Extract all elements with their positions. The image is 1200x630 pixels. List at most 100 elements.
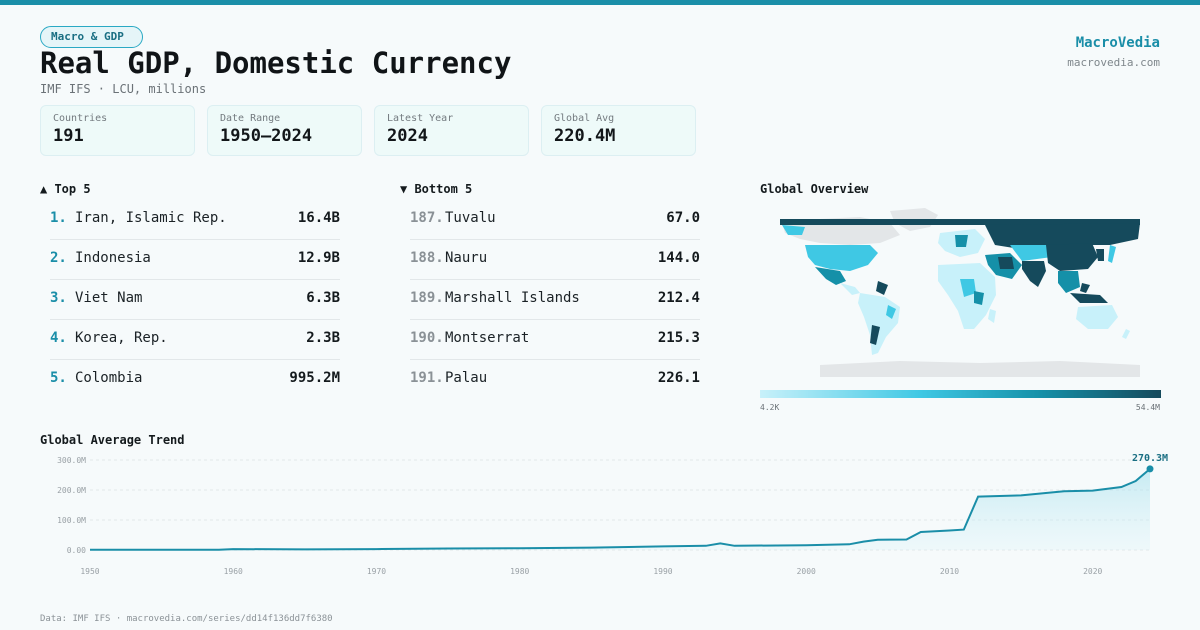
x-tick-label: 1950 (80, 567, 99, 576)
country-name: Tuvalu (445, 209, 496, 226)
rank-number: 4. (50, 329, 67, 346)
stat-label: Date Range (220, 113, 281, 124)
stat-card-global-avg: Global Avg 220.4M (541, 105, 696, 156)
list-item[interactable]: 4. Korea, Rep. 2.3B (50, 320, 340, 360)
stat-card-countries: Countries 191 (40, 105, 195, 156)
stat-label: Latest Year (387, 113, 454, 124)
world-choropleth-map[interactable] (760, 205, 1161, 385)
map-region (1080, 283, 1090, 293)
country-name: Nauru (445, 249, 488, 266)
stat-value: 220.4M (554, 126, 616, 146)
footer-source: Data: IMF IFS · macrovedia.com/series/dd… (40, 614, 333, 624)
country-name: Iran, Islamic Rep. (75, 209, 227, 226)
country-name: Montserrat (445, 329, 530, 346)
map-region (876, 281, 888, 295)
trend-line (90, 468, 1151, 551)
country-name: Korea, Rep. (75, 329, 168, 346)
map-region (782, 225, 805, 235)
rank-number: 189. (410, 289, 444, 306)
country-value: 144.0 (657, 249, 700, 266)
country-value: 67.0 (666, 209, 700, 226)
map-region (1010, 245, 1052, 261)
x-tick-label: 1970 (367, 567, 386, 576)
map-region (858, 293, 900, 355)
map-region (820, 361, 1140, 377)
country-value: 226.1 (657, 370, 700, 386)
country-name: Colombia (75, 370, 143, 386)
stat-value: 1950–2024 (220, 126, 313, 146)
page-title: Real GDP, Domestic Currency (40, 46, 512, 80)
x-tick-label: 2020 (1083, 567, 1102, 576)
world-map-svg (780, 208, 1140, 377)
x-tick-label: 1960 (224, 567, 243, 576)
stat-value: 191 (53, 126, 84, 146)
map-region (840, 283, 860, 295)
bottom5-list: 187. Tuvalu 67.0 188. Nauru 144.0 189. Marsha… (410, 200, 700, 400)
y-tick-label: 200.0M (57, 486, 86, 495)
top5-heading: ▲ Top 5 (40, 182, 91, 196)
list-item[interactable]: 187. Tuvalu 67.0 (410, 200, 700, 240)
list-item[interactable]: 5. Colombia 995.2M (50, 360, 340, 400)
map-region (985, 223, 1140, 249)
map-region (1096, 249, 1104, 261)
country-name: Palau (445, 370, 488, 386)
map-region (988, 309, 996, 323)
country-name: Marshall Islands (445, 289, 580, 306)
x-tick-label: 2010 (940, 567, 959, 576)
top5-list: 1. Iran, Islamic Rep. 16.4B 2. Indonesia 12.… (50, 200, 340, 400)
map-region (1108, 245, 1116, 263)
list-item[interactable]: 188. Nauru 144.0 (410, 240, 700, 280)
list-item[interactable]: 2. Indonesia 12.9B (50, 240, 340, 280)
list-item[interactable]: 191. Palau 226.1 (410, 360, 700, 400)
map-region (1076, 305, 1118, 329)
top-accent-bar (0, 0, 1200, 5)
rank-number: 5. (50, 370, 67, 386)
brand-logo[interactable]: MacroVedia (1075, 35, 1160, 51)
country-name: Indonesia (75, 249, 151, 266)
rank-number: 3. (50, 289, 67, 306)
brand-url[interactable]: macrovedia.com (1067, 56, 1160, 69)
bottom5-heading: ▼ Bottom 5 (400, 182, 473, 196)
map-region (1022, 261, 1046, 287)
rank-number: 191. (410, 370, 444, 386)
map-legend-gradient (760, 390, 1161, 398)
country-value: 995.2M (289, 370, 340, 386)
map-region (955, 235, 968, 247)
trend-end-point[interactable] (1146, 465, 1154, 473)
list-item[interactable]: 3. Viet Nam 6.3B (50, 280, 340, 320)
country-value: 12.9B (297, 249, 340, 266)
stat-card-date-range: Date Range 1950–2024 (207, 105, 362, 156)
legend-max-label: 54.4M (1135, 403, 1160, 412)
rank-number: 1. (50, 209, 67, 226)
map-region (1058, 271, 1080, 293)
country-value: 212.4 (657, 289, 700, 306)
y-tick-label: 0.00 (67, 546, 86, 555)
map-region (870, 325, 880, 345)
trend-end-label: 270.3M (1132, 453, 1168, 464)
rank-number: 188. (410, 249, 444, 266)
map-region (805, 245, 878, 271)
trend-heading: Global Average Trend (40, 433, 185, 447)
category-badge[interactable]: Macro & GDP (40, 26, 143, 48)
legend-min-label: 4.2K (760, 403, 780, 412)
map-region (974, 291, 984, 305)
map-region (815, 267, 846, 285)
country-value: 6.3B (306, 289, 340, 306)
rank-number: 190. (410, 329, 444, 346)
map-region (1046, 243, 1098, 271)
map-region (960, 279, 976, 297)
stat-card-latest-year: Latest Year 2024 (374, 105, 529, 156)
map-region (780, 219, 1140, 225)
stat-label: Global Avg (554, 113, 615, 124)
global-average-trend-chart[interactable]: 0.00 100.0M 200.0M 300.0M 1950 1960 1970 1980 19… (40, 450, 1170, 580)
list-item[interactable]: 190. Montserrat 215.3 (410, 320, 700, 360)
stat-cards: Countries 191 Date Range 1950–2024 Lates… (40, 105, 696, 156)
x-tick-label: 2000 (797, 567, 816, 576)
trend-area (90, 468, 1150, 550)
list-item[interactable]: 1. Iran, Islamic Rep. 16.4B (50, 200, 340, 240)
list-item[interactable]: 189. Marshall Islands 212.4 (410, 280, 700, 320)
rank-number: 2. (50, 249, 67, 266)
page-subtitle: IMF IFS · LCU, millions (40, 82, 207, 96)
country-name: Viet Nam (75, 289, 143, 306)
rank-number: 187. (410, 209, 444, 226)
